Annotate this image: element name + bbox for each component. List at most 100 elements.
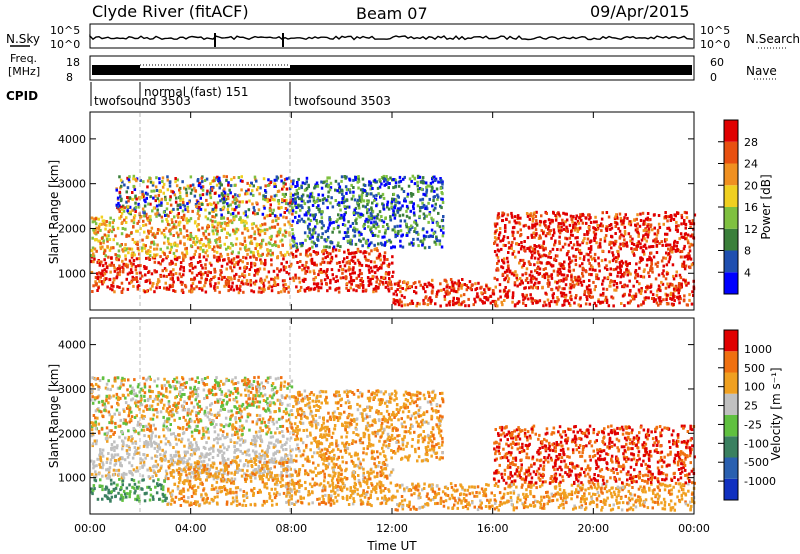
heatmap-cell: [548, 283, 551, 286]
cpid-segment-2: normal (fast) 151: [144, 85, 248, 99]
heatmap-cell: [605, 287, 609, 291]
heatmap-cell: [394, 230, 397, 234]
heatmap-cell: [289, 243, 292, 247]
heatmap-cell: [551, 293, 554, 297]
heatmap-cell: [351, 255, 354, 259]
heatmap-cell: [125, 277, 128, 281]
heatmap-cell: [636, 244, 639, 248]
heatmap-cell: [268, 441, 271, 445]
heatmap-cell: [159, 247, 162, 251]
heatmap-cell: [257, 254, 261, 258]
heatmap-cell: [563, 242, 567, 246]
heatmap-cell: [94, 283, 98, 287]
heatmap-cell: [147, 271, 150, 274]
heatmap-cell: [531, 219, 535, 223]
heatmap-cell: [341, 216, 344, 220]
heatmap-cell: [90, 434, 94, 438]
heatmap-cell: [109, 499, 112, 503]
heatmap-cell: [668, 215, 671, 219]
heatmap-cell: [443, 294, 446, 298]
heatmap-cell: [143, 290, 147, 294]
heatmap-cell: [539, 255, 542, 259]
heatmap-cell: [156, 211, 159, 215]
heatmap-cell: [675, 288, 679, 292]
heatmap-cell: [115, 275, 119, 279]
heatmap-cell: [231, 200, 235, 204]
heatmap-cell: [582, 258, 586, 262]
heatmap-cell: [605, 228, 608, 232]
heatmap-cell: [101, 474, 104, 478]
heatmap-cell: [97, 224, 101, 228]
heatmap-cell: [489, 294, 492, 298]
heatmap-cell: [218, 176, 221, 180]
heatmap-cell: [465, 284, 468, 287]
heatmap-cell: [443, 298, 447, 301]
heatmap-cell: [294, 197, 297, 201]
heatmap-cell: [625, 263, 628, 267]
heatmap-cell: [201, 266, 204, 270]
heatmap-cell: [151, 233, 154, 237]
heatmap-cell: [361, 204, 365, 208]
heatmap-cell: [609, 273, 613, 277]
heatmap-cell: [192, 255, 195, 259]
heatmap-cell: [132, 184, 135, 188]
heatmap-cell: [329, 181, 333, 185]
heatmap-cell: [373, 260, 376, 264]
heatmap-cell: [330, 268, 334, 272]
heatmap-cell: [501, 266, 505, 270]
heatmap-cell: [155, 283, 159, 286]
heatmap-cell: [291, 212, 294, 216]
heatmap-cell: [392, 270, 395, 274]
heatmap-cell: [221, 194, 225, 198]
heatmap-cell: [634, 294, 638, 298]
heatmap-cell: [631, 295, 634, 299]
heatmap-cell: [480, 285, 483, 289]
heatmap-cell: [233, 450, 236, 454]
heatmap-cell: [354, 211, 358, 215]
heatmap-cell: [558, 235, 561, 239]
heatmap-cell: [391, 213, 395, 217]
heatmap-cell: [365, 192, 369, 196]
heatmap-cell: [506, 280, 510, 284]
heatmap-cell: [94, 222, 98, 226]
heatmap-cell: [258, 243, 261, 247]
heatmap-cell: [205, 452, 209, 456]
heatmap-cell: [563, 287, 566, 291]
heatmap-cell: [156, 197, 160, 201]
heatmap-cell: [522, 301, 525, 305]
heatmap-cell: [530, 296, 533, 300]
heatmap-cell: [281, 198, 284, 202]
heatmap-cell: [133, 446, 137, 450]
heatmap-cell: [683, 232, 687, 236]
heatmap-cell: [371, 277, 374, 280]
heatmap-cell: [100, 260, 103, 264]
heatmap-cell: [100, 215, 104, 219]
heatmap-cell: [534, 228, 538, 232]
heatmap-cell: [142, 219, 145, 223]
heatmap-cell: [255, 450, 258, 454]
heatmap-cell: [416, 301, 419, 305]
heatmap-cell: [556, 288, 560, 292]
heatmap-cell: [585, 252, 588, 256]
heatmap-cell: [420, 187, 423, 191]
heatmap-cell: [280, 206, 283, 209]
heatmap-cell: [510, 272, 514, 276]
heatmap-cell: [629, 272, 632, 276]
heatmap-cell: [290, 185, 293, 189]
heatmap-cell: [263, 198, 267, 202]
heatmap-cell: [578, 264, 582, 268]
heatmap-cell: [386, 227, 390, 231]
heatmap-cell: [216, 285, 219, 289]
heatmap-cell: [135, 257, 139, 261]
heatmap-cell: [269, 253, 273, 257]
heatmap-cell: [460, 302, 463, 306]
heatmap-cell: [325, 269, 329, 273]
heatmap-cell: [350, 251, 354, 255]
heatmap-cell: [418, 302, 421, 306]
heatmap-cell: [110, 261, 114, 265]
heatmap-cell: [234, 242, 238, 246]
heatmap-cell: [172, 289, 175, 293]
heatmap-cell: [247, 248, 250, 252]
heatmap-cell: [382, 254, 386, 258]
heatmap-cell: [542, 242, 545, 246]
